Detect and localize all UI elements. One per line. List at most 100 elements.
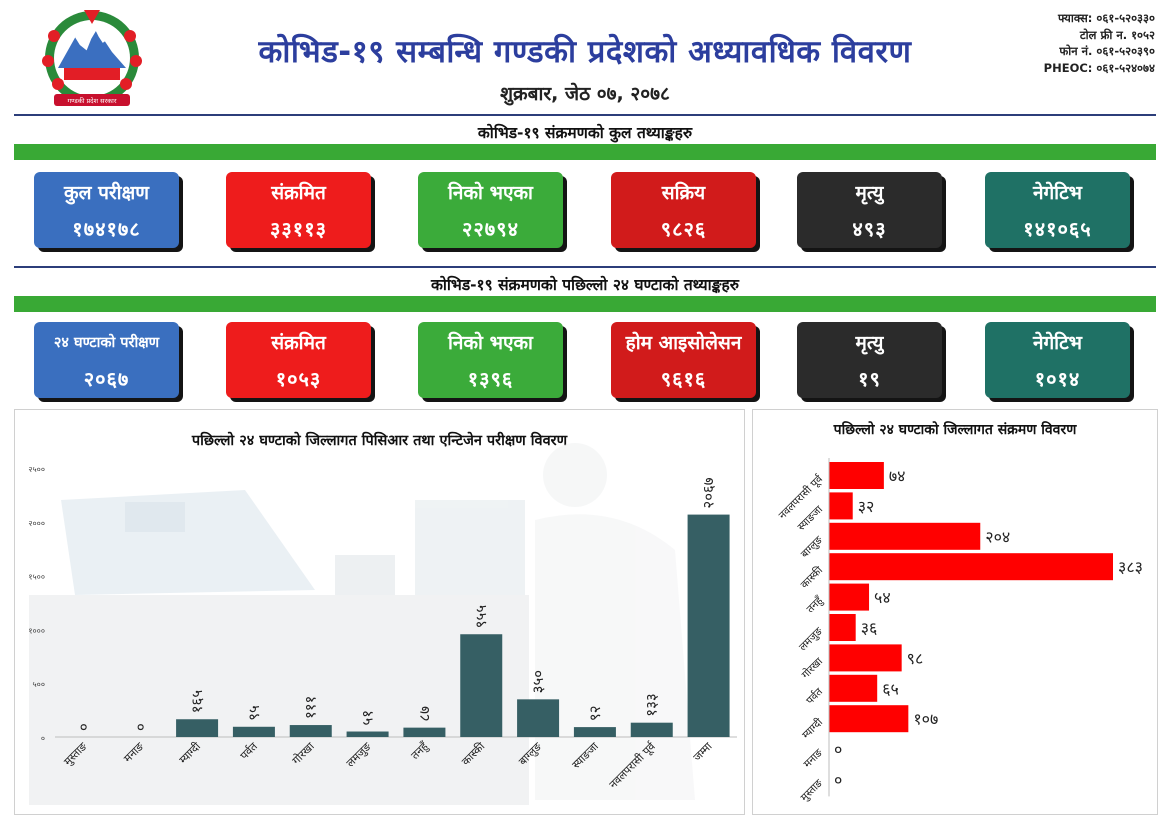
bar-value-label: ६५ — [882, 679, 899, 698]
chart-title: पछिल्लो २४ घण्टाको जिल्लागत संक्रमण विवर… — [833, 422, 1077, 438]
toll-free-number: टोल फ्री न. १०५२ — [1079, 27, 1155, 42]
page-title: कोभिड-१९ सम्बन्धि गण्डकी प्रदेशको अध्याव… — [258, 34, 912, 70]
bar-value-label: २०६७ — [700, 477, 718, 508]
bar — [232, 726, 275, 737]
divider-line — [14, 266, 1156, 268]
svg-text:गण्डकी प्रदेश सरकार: गण्डकी प्रदेश सरकार — [68, 97, 117, 105]
x-tick-label: जम्मा — [691, 740, 715, 764]
bar-value-label: १११ — [302, 696, 320, 719]
card-label: नेगेटिभ — [1032, 332, 1083, 354]
daily-section-title: कोभिड-१९ संक्रमणको पछिल्लो २४ घण्टाको तथ… — [431, 276, 739, 294]
y-tick-label: गोरखा — [799, 655, 826, 682]
bar — [289, 725, 332, 737]
bar — [829, 522, 981, 550]
y-tick-label: १५०० — [28, 573, 45, 582]
total-negative-card: नेगेटिभ १४१०६५ — [985, 172, 1130, 248]
y-tick-label: २५०० — [28, 465, 45, 474]
bar — [829, 644, 902, 672]
card-value: २२७९४ — [462, 217, 519, 241]
y-tick-label: कास्की — [798, 563, 826, 591]
card-value: १३९६ — [467, 367, 514, 391]
bar-value-label: ० — [834, 771, 842, 790]
card-label: निको भएका — [448, 332, 533, 354]
bar — [517, 699, 560, 737]
bar-value-label: ३६ — [861, 619, 878, 638]
gandaki-emblem: गण्डकी प्रदेश सरकार — [34, 6, 150, 110]
bar-value-label: ९५५ — [472, 605, 490, 629]
district-infection-chart-panel: पछिल्लो २४ घण्टाको जिल्लागत संक्रमण विवर… — [752, 409, 1158, 815]
card-value: १४१०६५ — [1023, 217, 1092, 241]
card-label: संक्रमित — [271, 332, 326, 354]
bar-value-label: ० — [74, 723, 92, 731]
y-tick-label: स्याङजा — [795, 503, 825, 533]
card-label: मृत्यु — [855, 332, 884, 354]
bar — [829, 614, 856, 641]
phone-number: फोन नं. ०६१-५२०३९० — [1059, 44, 1155, 58]
y-tick-label: ५०० — [33, 680, 45, 689]
y-tick-label: पर्वत — [803, 685, 825, 707]
card-value: ३३११३ — [270, 217, 327, 241]
chart-title: पछिल्लो २४ घण्टाको जिल्लागत पिसिआर तथा ए… — [191, 433, 568, 449]
card-label: संक्रमित — [271, 182, 326, 204]
card-value: १०५३ — [275, 367, 322, 391]
test-bar-chart: ०५००१०००१५००२०००२५०००मुस्ताङ०मनाङ१६५म्या… — [28, 443, 737, 805]
y-tick-label: लमजुङ — [797, 625, 825, 653]
bar-value-label: ७४ — [889, 467, 906, 486]
bar — [829, 705, 909, 733]
y-tick-label: मनाङ — [801, 747, 825, 771]
total-infected-card: संक्रमित ३३११३ — [226, 172, 371, 248]
card-value: १७४१७८ — [72, 217, 141, 241]
bar-value-label: ९२ — [586, 705, 604, 721]
bar-value-label: ५४ — [874, 588, 891, 607]
y-tick-label: तनहुँ — [804, 593, 827, 616]
y-tick-label: २००० — [28, 519, 45, 528]
card-value: २०६७ — [83, 367, 130, 391]
card-label: कुल परीक्षण — [64, 182, 149, 204]
y-tick-label: म्याग्दी — [799, 715, 825, 741]
bar — [829, 492, 853, 520]
card-label: निको भएका — [448, 182, 533, 204]
report-date: शुक्रबार, जेठ ०७, २०७८ — [500, 83, 670, 105]
pheoc-number: PHEOC: ०६१-५२४०७४ — [1043, 60, 1155, 75]
district-test-chart-panel: पछिल्लो २४ घण्टाको जिल्लागत पिसिआर तथा ए… — [14, 409, 745, 815]
total-recovered-card: निको भएका २२७९४ — [418, 172, 563, 248]
bar — [176, 719, 219, 737]
bar-value-label: ८७ — [415, 706, 433, 722]
bar-value-label: ९८ — [907, 649, 924, 668]
y-tick-label: ० — [41, 734, 45, 743]
bar — [573, 727, 616, 737]
green-divider — [14, 144, 1156, 160]
total-active-card: सक्रिय ९८२६ — [611, 172, 756, 248]
bar — [346, 731, 389, 737]
bar — [829, 553, 1113, 581]
daily-recovered-card: निको भएका १३९६ — [418, 322, 563, 398]
card-label: २४ घण्टाको परीक्षण — [53, 335, 160, 351]
y-tick-label: मुस्ताङ — [798, 777, 825, 804]
bar-value-label: २०४ — [985, 527, 1010, 546]
card-value: ९६१६ — [660, 367, 707, 391]
total-deaths-card: मृत्यु ४९३ — [797, 172, 942, 248]
card-label: नेगेटिभ — [1032, 182, 1083, 204]
bar — [829, 462, 884, 489]
bar — [687, 514, 730, 737]
fax-number: फ्याक्स: ०६१-५२०३३० — [1057, 11, 1155, 25]
total-tests-card: कुल परीक्षण १७४१७८ — [34, 172, 179, 248]
bar-value-label: ५१ — [359, 710, 377, 726]
contact-info: फ्याक्स: ०६१-५२०३३० टोल फ्री न. १०५२ फोन… — [935, 10, 1155, 76]
card-value: १०१४ — [1034, 367, 1081, 391]
green-divider — [14, 296, 1156, 312]
card-value: ४९३ — [852, 217, 887, 241]
home-isolation-card: होम आइसोलेसन ९६१६ — [611, 322, 756, 398]
bar — [829, 674, 878, 702]
card-value: १९ — [858, 367, 881, 391]
bar-value-label: ० — [131, 723, 149, 731]
daily-tests-card: २४ घण्टाको परीक्षण २०६७ — [34, 322, 179, 398]
total-section-title: कोभिड-१९ संक्रमणको कुल तथ्याङ्कहरु — [477, 124, 693, 142]
daily-negative-card: नेगेटिभ १०१४ — [985, 322, 1130, 398]
card-label: होम आइसोलेसन — [625, 332, 742, 354]
daily-deaths-card: मृत्यु १९ — [797, 322, 942, 398]
divider-line — [14, 114, 1156, 116]
bar — [403, 727, 446, 737]
y-tick-label: बाग्लुङ — [799, 534, 826, 561]
